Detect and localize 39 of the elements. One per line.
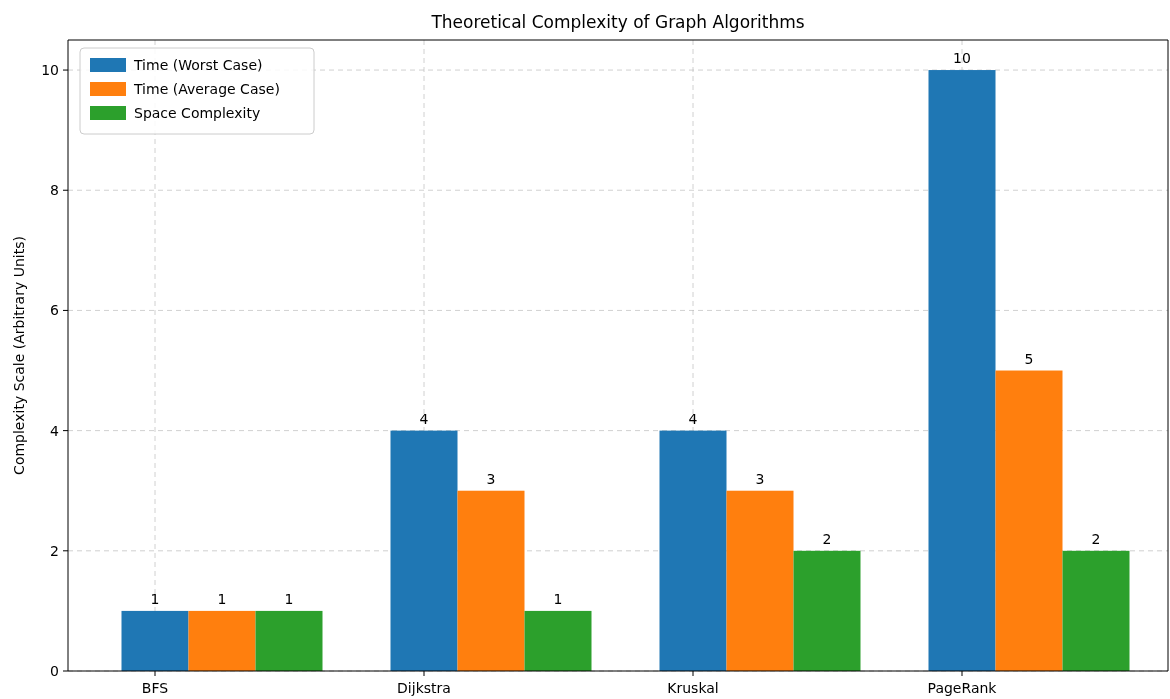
y-axis-title: Complexity Scale (Arbitrary Units) [11, 236, 27, 475]
data-label: 4 [688, 410, 698, 427]
bar [928, 70, 996, 671]
data-label: 10 [953, 50, 971, 67]
data-label: 1 [150, 590, 160, 607]
y-tick-label: 2 [50, 542, 59, 559]
bar [1062, 550, 1130, 671]
bar [726, 490, 794, 671]
data-label: 1 [284, 590, 294, 607]
bar [255, 610, 323, 671]
y-tick-label: 8 [50, 182, 59, 199]
y-tick-label: 10 [41, 61, 59, 78]
x-tick-label: BFS [141, 680, 169, 696]
data-label: 1 [553, 590, 563, 607]
x-tick-label: PageRank [927, 680, 998, 696]
legend-label: Time (Average Case) [133, 80, 280, 97]
x-tick-label: Dijkstra [397, 680, 451, 696]
legend-label: Space Complexity [134, 104, 261, 121]
bar [188, 610, 256, 671]
data-label: 2 [822, 530, 832, 547]
data-label: 3 [486, 470, 496, 487]
legend-label: Time (Worst Case) [133, 56, 263, 73]
y-tick-label: 6 [50, 302, 60, 319]
data-label: 4 [419, 410, 429, 427]
bar [524, 610, 592, 671]
bar [793, 550, 861, 671]
data-label: 5 [1024, 350, 1034, 367]
data-label: 2 [1091, 530, 1101, 547]
y-tick-label: 4 [50, 422, 60, 439]
bar [659, 430, 727, 671]
x-tick-label: Kruskal [667, 680, 719, 696]
bar [457, 490, 525, 671]
bar [995, 370, 1063, 671]
bar [390, 430, 458, 671]
data-label: 3 [755, 470, 765, 487]
y-tick-label: 0 [50, 662, 59, 679]
bar [121, 610, 189, 671]
data-label: 1 [217, 590, 227, 607]
chart-title: Theoretical Complexity of Graph Algorithms [430, 12, 805, 32]
